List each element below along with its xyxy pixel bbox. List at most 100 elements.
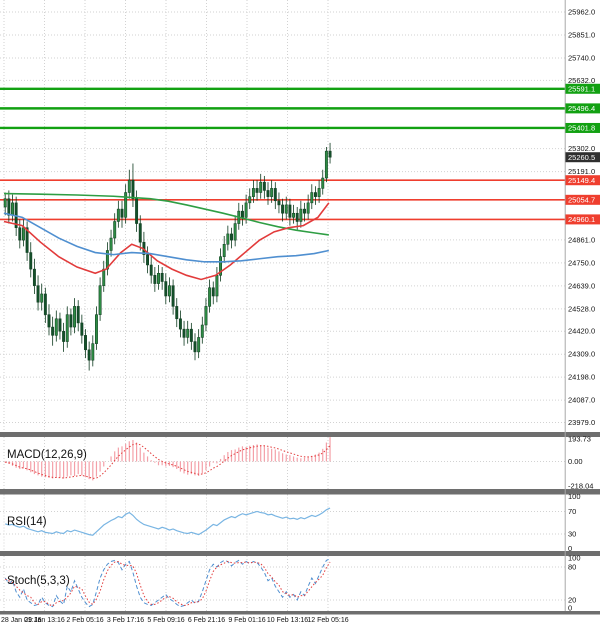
candle xyxy=(54,310,58,342)
candle xyxy=(222,235,226,263)
support-level-badge: 25054.7 xyxy=(565,194,600,205)
candle xyxy=(284,196,288,220)
resistance-level-badge: 25401.8 xyxy=(565,122,600,133)
candle xyxy=(157,264,160,290)
macd-axis-label: 0.00 xyxy=(568,457,583,466)
candle xyxy=(142,231,146,263)
candle xyxy=(182,320,186,346)
price-tick-label: 25851.0 xyxy=(568,30,595,39)
price-tick-label: 24087.0 xyxy=(568,396,595,405)
indicators-layer xyxy=(0,437,565,608)
stoch-axis-label: 20 xyxy=(568,596,576,605)
candle xyxy=(3,192,7,216)
candle xyxy=(175,298,179,328)
candle xyxy=(153,267,157,292)
candle xyxy=(255,180,259,201)
candle xyxy=(266,182,270,205)
candle xyxy=(113,213,117,245)
moving-averages-layer xyxy=(3,192,330,281)
rsi-axis-label: 100 xyxy=(568,492,581,501)
candle xyxy=(51,316,55,346)
candle xyxy=(116,200,120,228)
resistance-level-badge: 25591.1 xyxy=(565,83,600,94)
resistance-level-badge: 25496.4 xyxy=(565,103,600,114)
candle xyxy=(120,200,124,228)
price-tick-label: 24309.0 xyxy=(568,350,595,359)
macd-axis-label: -218.04 xyxy=(568,482,593,491)
rsi-axis-label: 70 xyxy=(568,507,576,516)
candle xyxy=(124,184,128,224)
candle xyxy=(135,190,139,232)
candle xyxy=(146,246,150,274)
stoch-axis-label: 80 xyxy=(568,563,576,572)
candles-layer xyxy=(3,142,332,371)
price-axis: 25962.0 25851.0 25740.0 25632.0 25302.0 25191… xyxy=(565,8,600,613)
candle xyxy=(299,200,303,228)
time-tick-label: 10 Feb 13:16 xyxy=(267,617,308,624)
time-tick-label: 29 Jan 13:16 xyxy=(24,617,65,624)
ma-slow-green xyxy=(3,192,329,236)
candle xyxy=(306,194,310,220)
candle xyxy=(317,180,321,203)
candle xyxy=(43,287,47,323)
stoch-k-line xyxy=(4,558,331,608)
stoch-d-line xyxy=(4,560,331,607)
time-tick-label: 28 Jan 01:16 xyxy=(1,617,42,624)
candle xyxy=(324,146,328,183)
candle xyxy=(40,283,44,311)
candle xyxy=(259,173,263,199)
ma-fast-blue xyxy=(3,212,330,263)
candle xyxy=(36,275,40,311)
candle xyxy=(197,329,201,359)
candle xyxy=(95,306,98,350)
stoch-panel-label: Stoch(5,3,3) xyxy=(7,575,70,587)
svg-text:24960.1: 24960.1 xyxy=(568,215,595,224)
candle xyxy=(7,190,11,224)
candle xyxy=(204,298,208,332)
candle xyxy=(251,180,255,203)
panel-separator xyxy=(0,432,600,437)
candle xyxy=(328,142,332,164)
ma-mid-red xyxy=(3,202,330,281)
time-tick-label: 9 Feb 01:16 xyxy=(228,617,265,624)
price-tick-label: 25632.0 xyxy=(568,76,595,85)
time-tick-label: 6 Feb 21:16 xyxy=(188,617,225,624)
candle xyxy=(22,219,25,247)
candle xyxy=(248,188,252,210)
panel-separator xyxy=(0,611,600,615)
candle xyxy=(241,204,244,226)
candle xyxy=(200,316,204,344)
candle xyxy=(87,341,91,371)
candle xyxy=(211,281,215,305)
candle xyxy=(292,204,296,224)
svg-text:25591.1: 25591.1 xyxy=(568,84,595,93)
candle xyxy=(62,322,66,352)
macd-signal-line xyxy=(5,443,331,479)
candle xyxy=(281,198,285,222)
stoch-axis-label: 100 xyxy=(568,554,581,563)
candle xyxy=(47,304,51,336)
candle xyxy=(149,256,153,284)
candle xyxy=(32,258,36,294)
candle xyxy=(310,184,314,210)
candle xyxy=(303,202,306,222)
candle xyxy=(98,277,102,321)
panel-separator xyxy=(0,551,600,556)
candle xyxy=(91,335,95,367)
candle xyxy=(69,308,73,336)
svg-text:25260.5: 25260.5 xyxy=(568,153,595,162)
candle xyxy=(233,215,237,247)
svg-text:25496.4: 25496.4 xyxy=(568,104,595,113)
panel-separator xyxy=(0,489,600,495)
time-tick-label: 5 Feb 09:16 xyxy=(147,617,184,624)
svg-text:25054.7: 25054.7 xyxy=(568,196,595,205)
grid-layer xyxy=(0,0,565,611)
candle xyxy=(168,277,171,303)
candle xyxy=(80,314,84,344)
macd-axis-label: 193.73 xyxy=(568,435,591,444)
svg-text:25149.4: 25149.4 xyxy=(568,176,595,185)
candle xyxy=(288,198,292,226)
time-tick-label: 3 Feb 17:16 xyxy=(107,617,144,624)
